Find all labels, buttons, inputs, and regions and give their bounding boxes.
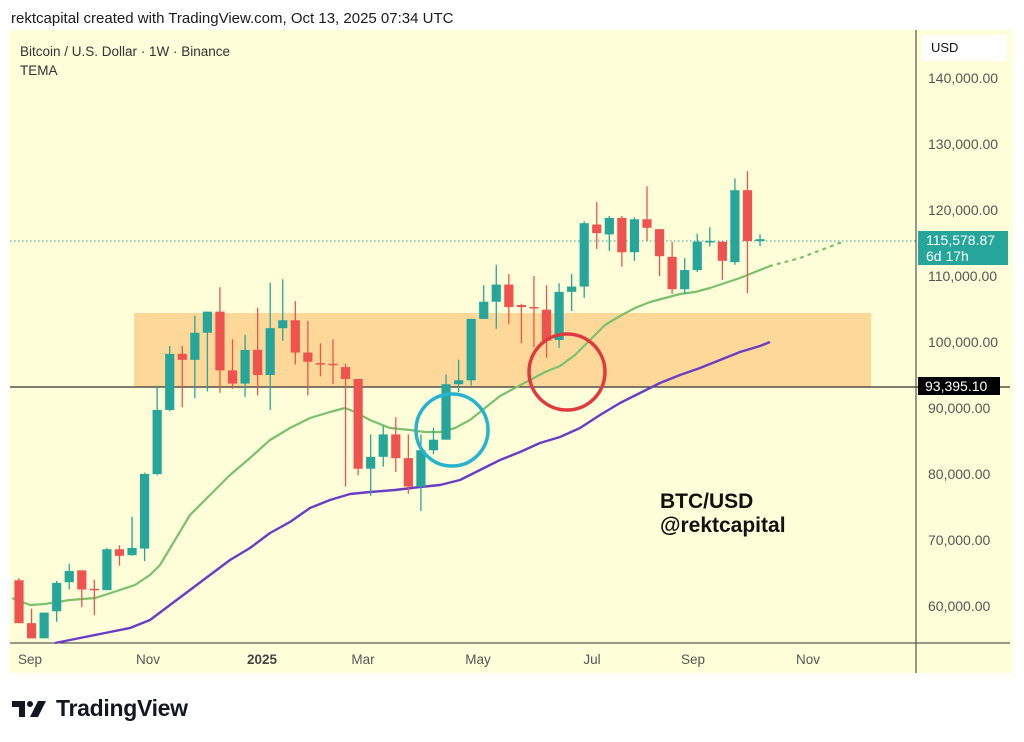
bull-candle	[127, 516, 137, 556]
bull-candle	[466, 318, 476, 386]
price-tick: 110,000.00	[928, 268, 998, 284]
time-tick: Nov	[795, 652, 821, 667]
bull-candle	[378, 425, 388, 467]
bull-candle	[705, 227, 715, 247]
bull-candle	[428, 427, 439, 455]
bull-candle	[579, 221, 589, 298]
bull-candle	[240, 334, 250, 397]
symbol-title[interactable]: Bitcoin / U.S. Dollar · 1W · Binance	[20, 44, 231, 59]
bear-candle	[177, 345, 187, 408]
bull-candle	[441, 374, 451, 440]
bull-candle	[604, 215, 614, 251]
bull-candle	[692, 233, 702, 273]
bear-candle	[592, 202, 602, 249]
bull-candle	[567, 274, 577, 311]
bull-candle	[52, 580, 62, 622]
time-tick: 2025	[246, 652, 278, 667]
bear-candle	[654, 229, 665, 276]
last-price-tag: 115,578.87 6d 17h	[918, 231, 1008, 265]
bear-candle	[717, 241, 727, 280]
bull-candle	[265, 282, 275, 410]
bear-candle	[14, 578, 24, 624]
time-tick: Nov	[135, 652, 161, 667]
price-tick: 120,000.00	[928, 202, 999, 218]
bear-candle	[227, 339, 238, 389]
annotation-symbol: BTC/USD	[660, 490, 754, 513]
chart-credit: rektcapital created with TradingView.com…	[11, 10, 454, 27]
bull-candle	[165, 345, 175, 412]
bull-candle	[140, 472, 150, 562]
bull-candle	[730, 178, 740, 265]
price-tick: 100,000.00	[928, 334, 999, 350]
tema-lines	[11, 239, 847, 645]
tema-fast-line	[11, 264, 771, 607]
time-tick: Sep	[17, 652, 43, 667]
bear-candle	[253, 307, 263, 396]
tradingview-branding[interactable]: TradingView	[12, 695, 188, 722]
bear-candle	[667, 241, 677, 294]
tema-projection-line	[768, 239, 847, 268]
bull-candle	[491, 264, 501, 329]
bear-candle	[77, 570, 87, 608]
candles	[14, 171, 765, 639]
bull-candle	[755, 234, 765, 247]
time-tick: Mar	[351, 652, 375, 667]
indicator-label[interactable]: TEMA	[20, 63, 58, 78]
bull-candle	[629, 217, 640, 261]
chart-legend: Bitcoin / U.S. Dollar · 1W · Binance TEM…	[20, 42, 230, 80]
tradingview-wordmark: TradingView	[56, 695, 188, 721]
tradingview-logo-icon	[12, 700, 46, 717]
red-circle-annotation[interactable]	[527, 332, 607, 412]
price-tick: 140,000.00	[928, 70, 999, 86]
bear-candle	[89, 579, 99, 616]
bull-candle	[366, 434, 376, 496]
bear-candle	[315, 343, 326, 377]
bear-candle	[541, 285, 552, 358]
bull-candle	[102, 547, 112, 591]
bear-candle	[328, 339, 338, 385]
bear-candle	[26, 608, 37, 639]
bear-candle	[215, 287, 225, 393]
time-tick: May	[465, 652, 491, 667]
bear-candle	[303, 320, 313, 396]
price-tick: 130,000.00	[928, 136, 999, 152]
bear-candle	[290, 301, 300, 365]
bull-candle	[190, 315, 200, 399]
bar-countdown: 6d 17h	[926, 248, 969, 264]
bull-candle	[152, 385, 162, 476]
bear-candle	[617, 215, 627, 267]
bear-candle	[516, 303, 526, 344]
bear-candle	[742, 171, 753, 294]
bull-candle	[454, 359, 464, 393]
last-price-value: 115,578.87	[926, 232, 996, 248]
bull-candle	[202, 311, 212, 392]
price-tick: 60,000.00	[928, 598, 991, 614]
annotation-author: @rektcapital	[660, 514, 786, 537]
chart-text-annotation[interactable]: BTC/USD @rektcapital	[660, 490, 786, 538]
bull-candle	[554, 283, 564, 348]
bull-candle	[278, 279, 288, 341]
tema-slow-line	[54, 340, 771, 645]
bull-candle	[39, 612, 49, 639]
time-tick: Sep	[680, 652, 706, 667]
bear-candle	[340, 363, 351, 487]
time-tick: Jul	[583, 652, 601, 667]
currency-button[interactable]: USD	[922, 35, 1007, 61]
bear-candle	[504, 274, 514, 325]
level-price-tag: 93,395.10	[918, 377, 1000, 395]
bull-candle	[479, 285, 489, 319]
price-tick: 80,000.00	[928, 466, 991, 482]
bear-candle	[114, 545, 125, 566]
bear-candle	[642, 186, 652, 242]
price-tick: 70,000.00	[928, 532, 991, 548]
bull-candle	[64, 563, 74, 590]
bear-candle	[403, 434, 413, 494]
bear-candle	[353, 378, 363, 476]
price-tick: 90,000.00	[928, 400, 991, 416]
bull-candle	[680, 258, 690, 294]
bear-candle	[529, 276, 539, 348]
bear-candle	[391, 417, 401, 473]
blue-circle-annotation[interactable]	[414, 392, 490, 468]
